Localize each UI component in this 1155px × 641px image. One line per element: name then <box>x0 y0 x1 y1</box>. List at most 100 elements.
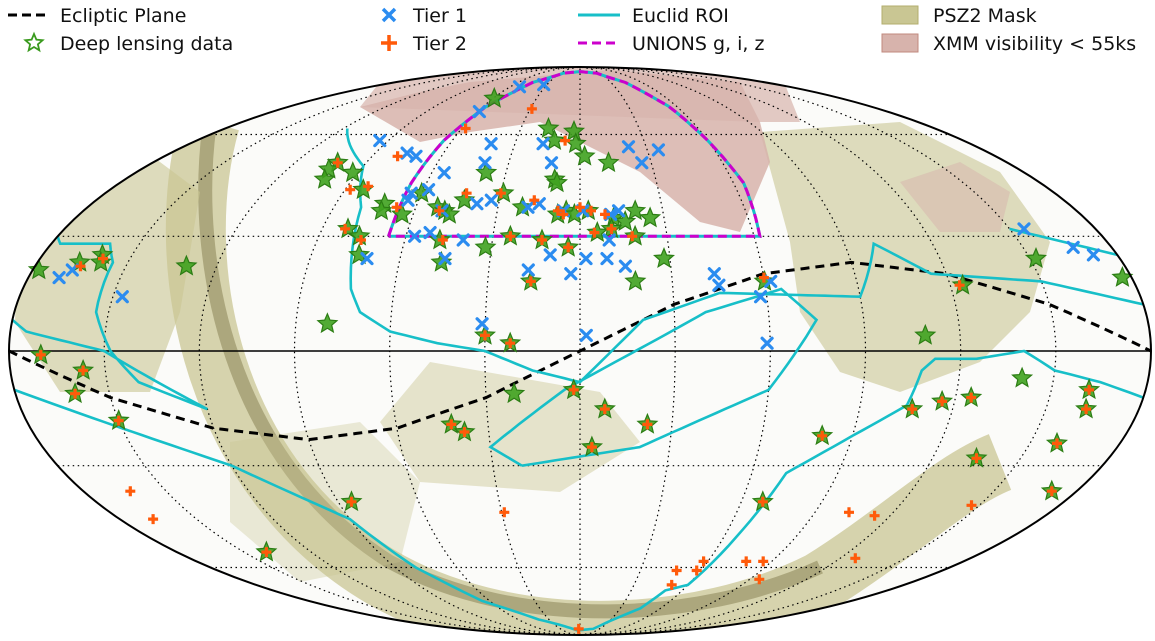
tier1-marker <box>521 263 535 277</box>
deep-lensing-star <box>475 161 498 183</box>
tier2-marker <box>552 205 563 216</box>
tier1-marker <box>602 233 616 247</box>
tier1-marker <box>1086 248 1100 262</box>
tier2-marker <box>332 157 343 168</box>
tier1-marker <box>579 252 593 266</box>
tier1-marker <box>760 336 774 350</box>
tier2-marker <box>758 556 769 567</box>
tier1-marker <box>401 193 415 207</box>
tier2-marker <box>495 188 506 199</box>
tier2-marker <box>537 235 547 245</box>
tier1-marker <box>621 140 636 154</box>
tier2-marker <box>754 574 765 585</box>
tier2-marker <box>525 276 536 287</box>
tier1-marker <box>404 186 418 200</box>
meridian--120 <box>198 67 581 635</box>
legend-swatch-xmm <box>881 33 919 53</box>
deep-lensing-star <box>483 86 506 108</box>
tier2-marker <box>671 565 682 576</box>
deep-lensing-star <box>543 129 566 150</box>
tier2-marker <box>606 223 617 234</box>
legend-swatch-deep <box>23 31 45 53</box>
tier1-marker <box>618 259 632 273</box>
tier2-marker <box>971 453 982 464</box>
tier2-marker <box>599 404 610 415</box>
deep-lensing-star <box>573 144 596 166</box>
tier2-marker <box>526 103 537 114</box>
tier1-marker <box>400 146 414 160</box>
tier2-marker <box>70 388 81 399</box>
tier2-marker <box>966 500 977 511</box>
deep-lensing-star <box>503 382 526 404</box>
tier1-marker <box>512 80 527 94</box>
tier1-marker <box>373 134 387 148</box>
legend-label-tier2: Tier 2 <box>412 33 467 55</box>
tier1-marker <box>564 267 578 281</box>
tier2-marker <box>563 242 574 253</box>
tier1-marker <box>475 317 489 331</box>
tier2-marker <box>573 623 584 634</box>
legend-item-deep: Deep lensing data <box>23 31 233 55</box>
tier2-marker <box>345 184 356 195</box>
unions-line <box>387 70 762 238</box>
tier2-marker <box>437 235 448 245</box>
legend-swatch-tier1 <box>381 7 397 23</box>
tier2-marker <box>666 579 677 590</box>
deep-lensing-star <box>313 167 336 189</box>
tier2-marker <box>954 280 965 291</box>
legend-swatch-tier2 <box>381 35 397 51</box>
psz2-mask-core <box>198 121 823 619</box>
tier1-marker <box>52 271 66 285</box>
tier2-marker <box>642 419 653 430</box>
psz2-mask-band <box>165 113 1012 635</box>
ecliptic-line <box>9 260 1151 442</box>
tier1-marker <box>536 137 550 151</box>
tier2-marker <box>446 419 457 430</box>
deep-lensing-star <box>370 199 393 221</box>
legend-item-ecliptic: Ecliptic Plane <box>8 5 186 27</box>
tier1-marker <box>707 267 721 281</box>
legend-label-psz2: PSZ2 Mask <box>933 5 1037 27</box>
mollweide-outline <box>8 66 1152 636</box>
deep-lensing-star <box>27 258 50 280</box>
euclid-roi-contour-3 <box>488 287 819 467</box>
tier1-marker <box>470 197 484 211</box>
tier2-marker <box>698 556 709 567</box>
deep-lensing-star <box>653 247 675 268</box>
xmm-visibility-cap <box>360 67 800 122</box>
tier2-marker <box>505 338 516 349</box>
tier2-marker <box>568 384 579 395</box>
tier1-marker <box>422 183 436 197</box>
deep-lensing-star <box>453 188 476 210</box>
tier1-marker <box>1017 222 1031 236</box>
tier2-marker <box>340 223 351 234</box>
tier2-marker <box>907 404 918 415</box>
tier1-marker <box>543 248 557 262</box>
legend-item-euclid: Euclid ROI <box>578 5 729 27</box>
deep-lensing-star <box>563 119 586 141</box>
tier2-marker <box>850 553 861 564</box>
tier2-marker <box>600 209 610 220</box>
tier1-marker <box>635 156 649 170</box>
deep-lensing-star <box>914 323 937 345</box>
map-frame <box>8 66 1152 636</box>
deep-lensing-star <box>537 116 560 138</box>
tier1-marker <box>1066 240 1080 254</box>
tier1-marker <box>544 156 559 170</box>
tier1-marker <box>437 166 451 180</box>
legend-item-psz2: PSZ2 Mask <box>881 5 1037 27</box>
tier2-marker <box>560 135 571 146</box>
tier2-marker <box>460 123 471 134</box>
legend-label-ecliptic: Ecliptic Plane <box>60 5 186 27</box>
deep-lensing-star <box>341 161 364 183</box>
tier2-marker <box>261 547 272 558</box>
tier2-marker <box>758 272 769 283</box>
meridian--30 <box>484 67 581 635</box>
tier1-marker <box>484 137 498 151</box>
legend-item-xmm: XMM visibility < 55ks <box>881 33 1136 55</box>
mask-regions <box>15 67 1050 635</box>
tier1-marker <box>423 226 437 240</box>
tier2-marker <box>966 392 977 403</box>
deep-lensing-star <box>316 312 339 334</box>
tier2-marker <box>505 231 516 242</box>
